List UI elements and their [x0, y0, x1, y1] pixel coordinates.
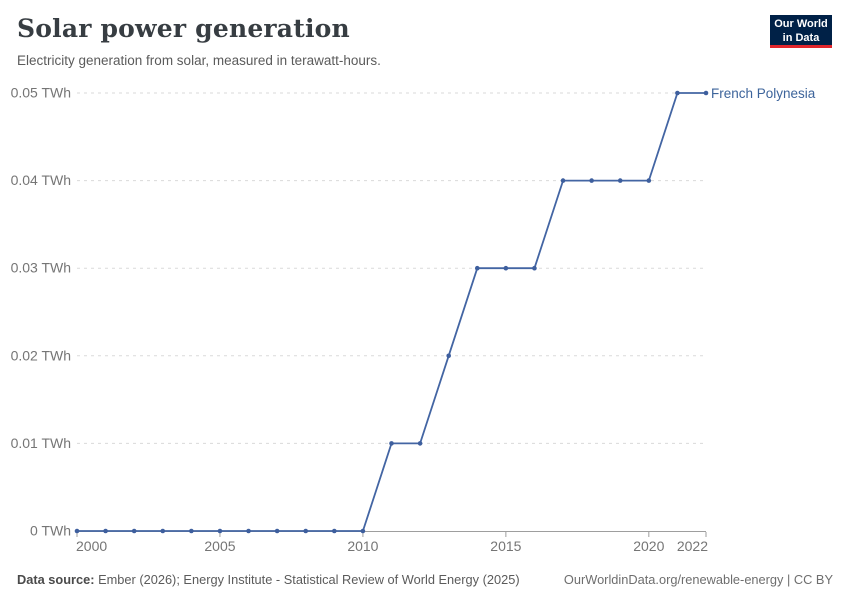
x-axis-label: 2005	[204, 538, 235, 554]
data-point[interactable]	[589, 178, 594, 183]
x-axis-label: 2015	[490, 538, 521, 554]
y-axis-label: 0.02 TWh	[11, 347, 71, 363]
owid-logo-line2: in Data	[782, 31, 820, 44]
y-axis-label: 0.05 TWh	[11, 85, 71, 101]
chart-footer: Data source: Ember (2026); Energy Instit…	[17, 572, 833, 587]
y-axis-label: 0 TWh	[30, 523, 71, 539]
data-point[interactable]	[131, 528, 137, 534]
footer-link[interactable]: OurWorldinData.org/renewable-energy | CC…	[563, 572, 833, 587]
data-point[interactable]	[217, 528, 223, 534]
owid-logo-line1: Our World	[774, 18, 828, 30]
data-point[interactable]	[332, 528, 337, 534]
data-point[interactable]	[474, 265, 480, 271]
data-point[interactable]	[189, 528, 194, 534]
data-point[interactable]	[360, 528, 366, 534]
owid-logo[interactable]: Our World in Data	[770, 15, 832, 48]
y-axis-label: 0.03 TWh	[11, 260, 71, 276]
x-axis-label: 2010	[347, 538, 378, 554]
y-axis-label: 0.01 TWh	[11, 435, 71, 451]
data-point[interactable]	[274, 528, 280, 534]
data-point[interactable]	[675, 90, 680, 96]
data-point[interactable]	[646, 178, 652, 183]
data-point[interactable]	[617, 178, 623, 183]
data-point[interactable]	[417, 441, 423, 446]
x-axis-label: 2000	[76, 538, 107, 554]
x-axis-label: 2022	[677, 538, 708, 554]
data-source-label: Data source:	[17, 572, 95, 587]
data-source-text: Ember (2026); Energy Institute - Statist…	[94, 572, 520, 587]
data-point[interactable]	[560, 178, 566, 183]
data-point[interactable]	[389, 441, 394, 446]
data-point[interactable]	[703, 90, 709, 96]
data-point[interactable]	[532, 265, 537, 271]
data-point[interactable]	[74, 528, 80, 534]
data-source: Data source: Ember (2026); Energy Instit…	[17, 572, 520, 587]
data-point[interactable]	[446, 353, 451, 359]
y-axis-label: 0.04 TWh	[11, 172, 71, 188]
x-axis-label: 2020	[633, 538, 664, 554]
data-point[interactable]	[160, 528, 166, 534]
data-line[interactable]	[76, 92, 707, 532]
data-point[interactable]	[503, 265, 509, 271]
data-point[interactable]	[303, 528, 309, 534]
data-point[interactable]	[103, 528, 108, 534]
chart-subtitle: Electricity generation from solar, measu…	[17, 53, 381, 68]
chart-title: Solar power generation	[17, 14, 350, 43]
data-point[interactable]	[246, 528, 251, 534]
series-label[interactable]: French Polynesia	[711, 86, 816, 101]
